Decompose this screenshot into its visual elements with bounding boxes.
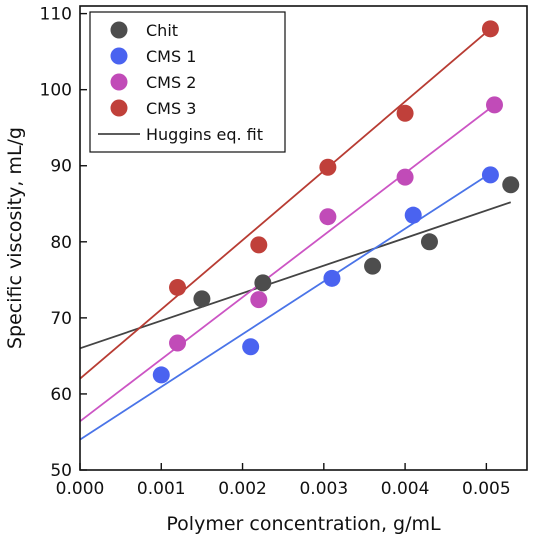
x-tick-label: 0.005 <box>462 479 511 499</box>
data-points <box>152 20 520 384</box>
x-tick-label: 0.000 <box>56 479 105 499</box>
legend-marker <box>110 21 128 39</box>
y-tick-label: 90 <box>50 157 72 177</box>
y-tick-label: 110 <box>40 5 72 25</box>
legend-fit-label: Huggins eq. fit <box>146 125 263 144</box>
data-point <box>169 278 187 296</box>
x-tick-label: 0.003 <box>299 479 348 499</box>
legend-label: CMS 2 <box>146 73 196 92</box>
legend-label: CMS 1 <box>146 47 196 66</box>
x-axis-title: Polymer concentration, g/mL <box>166 513 441 535</box>
fit-line <box>79 28 492 380</box>
data-point <box>481 166 499 184</box>
x-tick-label: 0.001 <box>137 479 186 499</box>
legend-marker <box>110 47 128 65</box>
legend: Chit CMS 1 CMS 2 CMS 3 Huggins eq. fit <box>89 11 286 153</box>
plot-frame <box>79 5 528 471</box>
y-tick-label: 60 <box>50 385 72 405</box>
data-point <box>250 236 268 254</box>
fit-line <box>79 104 496 423</box>
data-point <box>250 291 268 309</box>
legend-label: Chit <box>146 21 178 40</box>
data-point <box>152 366 170 384</box>
data-point <box>319 158 337 176</box>
data-point <box>319 208 337 226</box>
data-point <box>502 176 520 194</box>
data-point <box>364 257 382 275</box>
x-tick-label: 0.002 <box>218 479 267 499</box>
data-point <box>481 20 499 38</box>
legend-marker <box>110 99 128 117</box>
data-point <box>323 269 341 287</box>
axis-ticks: 0.000 0.001 0.002 0.003 0.004 0.005 50 60 70 80 90… <box>40 5 511 499</box>
data-point <box>420 233 438 251</box>
data-point <box>396 104 414 122</box>
data-point <box>242 338 260 356</box>
fit-lines <box>79 28 512 441</box>
data-point <box>396 168 414 186</box>
y-tick-label: 100 <box>40 81 72 101</box>
y-tick-label: 80 <box>50 233 72 253</box>
fit-line <box>79 172 491 441</box>
data-point <box>193 290 211 308</box>
legend-marker <box>110 73 128 91</box>
y-tick-label: 50 <box>50 461 72 481</box>
data-point <box>169 334 187 352</box>
data-point <box>254 274 272 292</box>
data-point <box>404 206 422 224</box>
y-axis-title: Specific viscosity, mL/g <box>4 127 26 349</box>
data-point <box>485 96 503 114</box>
legend-label: CMS 3 <box>146 99 196 118</box>
y-tick-label: 70 <box>50 309 72 329</box>
fit-line <box>79 201 512 350</box>
x-tick-label: 0.004 <box>381 479 430 499</box>
